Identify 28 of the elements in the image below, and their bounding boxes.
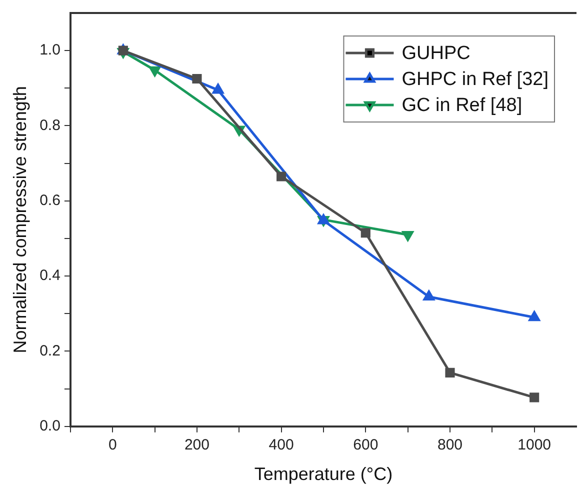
legend-label: GHPC in Ref [32] — [402, 69, 549, 90]
x-tick-label: 200 — [184, 436, 210, 454]
y-axis-title: Normalized compressive strength — [10, 86, 30, 354]
y-tick-label: 0.2 — [40, 342, 60, 360]
y-tick-label: 0.4 — [40, 267, 60, 284]
y-tick-label: 0.6 — [40, 192, 60, 210]
x-tick-label: 800 — [437, 436, 463, 454]
y-tick-label: 1.0 — [40, 42, 60, 59]
point — [528, 311, 540, 322]
point — [530, 392, 540, 402]
point — [423, 290, 434, 300]
point — [192, 74, 202, 84]
x-tick-label: 0 — [108, 436, 117, 454]
point — [402, 230, 414, 241]
point — [212, 84, 224, 94]
text: 0.0 — [40, 418, 60, 435]
legend-label: GC in Ref [48] — [402, 95, 522, 116]
point — [360, 228, 370, 238]
y-tick-label: 0.8 — [40, 116, 60, 134]
point — [276, 172, 286, 182]
point — [445, 368, 455, 378]
x-tick-label: 400 — [268, 436, 294, 454]
legend-label: GUHPC — [402, 43, 470, 64]
x-tick-label: 1000 — [518, 436, 552, 454]
point — [318, 214, 330, 224]
point — [149, 66, 160, 76]
x-tick-label: 600 — [353, 436, 378, 454]
x-axis-title: Temperature (°C) — [254, 464, 393, 484]
